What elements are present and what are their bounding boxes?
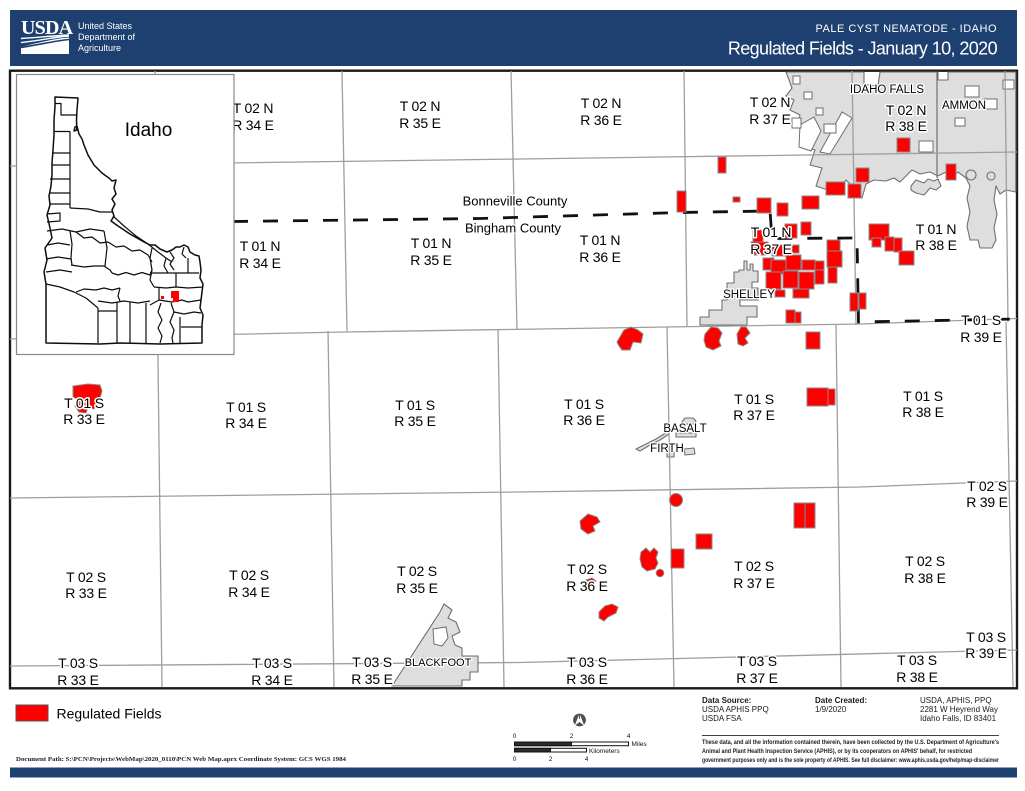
svg-text:T 02 S: T 02 S (567, 561, 607, 577)
svg-text:R 39 E: R 39 E (960, 329, 1002, 345)
svg-text:Department of: Department of (78, 32, 136, 42)
svg-text:T 02 S: T 02 S (905, 553, 945, 569)
svg-text:1/9/2020: 1/9/2020 (815, 705, 847, 714)
svg-text:T 02 N: T 02 N (750, 94, 791, 110)
svg-text:T 01 S: T 01 S (395, 397, 435, 413)
svg-text:R 38 E: R 38 E (902, 404, 944, 420)
svg-text:R 35 E: R 35 E (399, 115, 441, 131)
svg-text:T 02 S: T 02 S (397, 563, 437, 579)
svg-text:T 01 S: T 01 S (564, 396, 604, 412)
svg-text:AMMON: AMMON (942, 100, 986, 112)
svg-text:R 37 E: R 37 E (750, 241, 792, 257)
svg-text:R 33 E: R 33 E (63, 411, 105, 427)
svg-text:Agriculture: Agriculture (78, 43, 121, 53)
svg-text:FIRTH: FIRTH (650, 443, 684, 455)
svg-text:R 33 E: R 33 E (57, 672, 99, 688)
svg-text:R 37 E: R 37 E (733, 407, 775, 423)
svg-text:R 33 E: R 33 E (65, 585, 107, 601)
svg-text:IDAHO FALLS: IDAHO FALLS (850, 84, 924, 96)
svg-text:4: 4 (627, 733, 631, 740)
svg-text:T 03 S: T 03 S (567, 654, 607, 670)
svg-text:T 02 S: T 02 S (66, 569, 106, 585)
svg-text:T 02 S: T 02 S (229, 567, 269, 583)
svg-text:T 03 S: T 03 S (352, 654, 392, 670)
svg-text:R 34 E: R 34 E (228, 584, 270, 600)
svg-text:R 37 E: R 37 E (736, 670, 778, 686)
svg-text:2281 W Heyrend Way: 2281 W Heyrend Way (920, 705, 998, 714)
svg-text:Regulated Fields - January 10,: Regulated Fields - January 10, 2020 (728, 39, 998, 59)
svg-text:USDA FSA: USDA FSA (702, 714, 742, 723)
svg-text:Idaho: Idaho (125, 120, 173, 141)
svg-text:T 01 N: T 01 N (916, 221, 957, 237)
svg-text:R 36 E: R 36 E (580, 112, 622, 128)
svg-text:2: 2 (549, 756, 553, 763)
svg-text:T 03 S: T 03 S (252, 655, 292, 671)
svg-text:R 34 E: R 34 E (232, 117, 274, 133)
svg-text:R 38 E: R 38 E (896, 669, 938, 685)
svg-text:R 39 E: R 39 E (966, 494, 1008, 510)
svg-text:R 37 E: R 37 E (733, 575, 775, 591)
svg-text:R 37 E: R 37 E (749, 111, 791, 127)
svg-text:R 39 E: R 39 E (965, 645, 1007, 661)
svg-text:T 03 S: T 03 S (58, 655, 98, 671)
svg-text:USDA, APHIS, PPQ: USDA, APHIS, PPQ (920, 696, 992, 705)
svg-text:T 02 N: T 02 N (233, 100, 274, 116)
svg-text:R 34 E: R 34 E (239, 255, 281, 271)
svg-text:T 03 S: T 03 S (966, 629, 1006, 645)
svg-text:R 36 E: R 36 E (563, 412, 605, 428)
svg-text:T 01 N: T 01 N (751, 224, 792, 240)
svg-text:R 35 E: R 35 E (410, 252, 452, 268)
svg-text:USDA APHIS PPQ: USDA APHIS PPQ (702, 705, 769, 714)
svg-text:T 02 N: T 02 N (581, 95, 622, 111)
svg-text:T 01 S: T 01 S (226, 399, 266, 415)
svg-text:T 01 S: T 01 S (903, 388, 943, 404)
svg-text:United States: United States (78, 21, 133, 31)
svg-text:T 02 S: T 02 S (734, 558, 774, 574)
svg-text:Data Source:: Data Source: (702, 696, 751, 705)
svg-text:government purposes only and i: government purposes only and is the sole… (702, 757, 999, 764)
svg-text:USDA: USDA (21, 17, 74, 39)
svg-text:R 34 E: R 34 E (251, 672, 293, 688)
svg-text:2: 2 (570, 733, 574, 740)
svg-text:4: 4 (585, 756, 589, 763)
svg-text:PALE CYST NEMATODE - IDAHO: PALE CYST NEMATODE - IDAHO (816, 23, 998, 35)
svg-text:T 03 S: T 03 S (737, 653, 777, 669)
svg-text:R 36 E: R 36 E (566, 671, 608, 687)
svg-text:T 01 N: T 01 N (240, 238, 281, 254)
svg-text:R 38 E: R 38 E (904, 570, 946, 586)
svg-text:Animal and Plant Health Inspec: Animal and Plant Health Inspection Servi… (702, 748, 972, 755)
svg-text:BASALT: BASALT (663, 423, 706, 435)
svg-text:Bingham County: Bingham County (465, 221, 562, 236)
svg-text:T 01 S: T 01 S (961, 312, 1001, 328)
svg-text:T 01 N: T 01 N (411, 235, 452, 251)
svg-text:R 35 E: R 35 E (396, 580, 438, 596)
svg-text:T 02 N: T 02 N (400, 98, 441, 114)
svg-text:Date Created:: Date Created: (815, 696, 867, 705)
svg-text:Regulated Fields: Regulated Fields (57, 706, 162, 722)
svg-text:R 36 E: R 36 E (566, 578, 608, 594)
svg-text:0: 0 (513, 733, 517, 740)
svg-text:T 03 S: T 03 S (897, 652, 937, 668)
svg-text:SHELLEY: SHELLEY (723, 289, 775, 301)
svg-text:T 01 S: T 01 S (64, 395, 104, 411)
svg-text:T 02 S: T 02 S (967, 478, 1007, 494)
svg-text:These data, and all the inform: These data, and all the information cont… (702, 739, 999, 746)
svg-text:R 36 E: R 36 E (579, 249, 621, 265)
svg-text:T 02 N: T 02 N (886, 102, 927, 118)
svg-text:BLACKFOOT: BLACKFOOT (405, 657, 472, 669)
svg-text:R 38 E: R 38 E (915, 237, 957, 253)
svg-text:R 34 E: R 34 E (225, 415, 267, 431)
svg-text:Bonneville County: Bonneville County (463, 194, 568, 209)
svg-text:R 35 E: R 35 E (394, 413, 436, 429)
svg-text:R 38 E: R 38 E (885, 118, 927, 134)
svg-text:Miles: Miles (632, 741, 648, 748)
svg-text:0: 0 (513, 756, 517, 763)
svg-text:R 35 E: R 35 E (351, 671, 393, 687)
svg-text:Kilometers: Kilometers (589, 748, 620, 755)
svg-text:Document Path: S:\PCN\Projects: Document Path: S:\PCN\Projects\WebMap\20… (16, 756, 346, 763)
svg-text:T 01 N: T 01 N (580, 232, 621, 248)
svg-text:Idaho Falls, ID 83401: Idaho Falls, ID 83401 (920, 714, 997, 723)
svg-text:T 01 S: T 01 S (734, 391, 774, 407)
